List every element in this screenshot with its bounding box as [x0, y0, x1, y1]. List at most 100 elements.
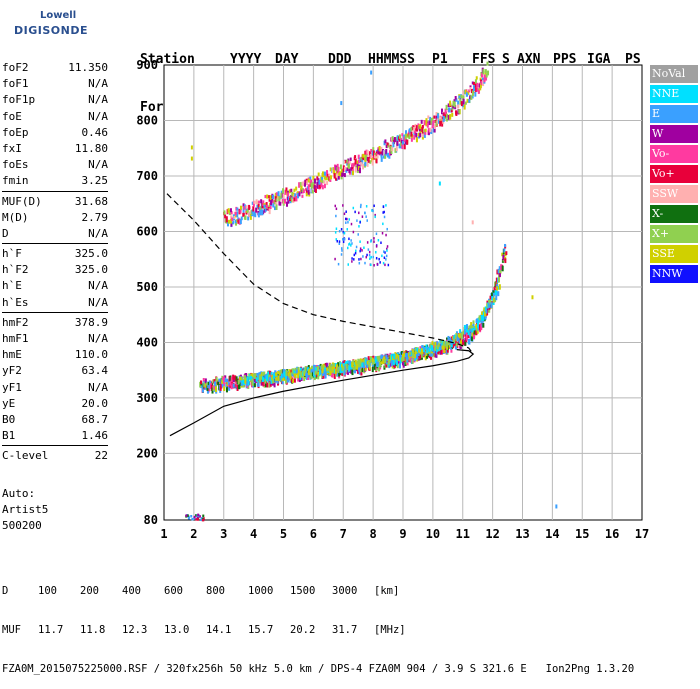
- spread-echo-point: [370, 255, 372, 259]
- echo-point: [223, 211, 226, 216]
- echo-point: [320, 176, 323, 181]
- echo-point: [371, 150, 374, 156]
- echo-point: [314, 187, 317, 193]
- spread-echo-point: [340, 247, 343, 250]
- echo-point: [333, 368, 336, 374]
- echo-point: [327, 173, 330, 178]
- param-value: N/A: [88, 226, 108, 240]
- echo-point: [297, 369, 300, 375]
- echo-point: [390, 149, 393, 155]
- echo-point: [375, 356, 378, 362]
- echo-point: [231, 217, 234, 222]
- echo-point: [291, 369, 294, 373]
- echo-point: [497, 268, 500, 274]
- spread-echo-point: [364, 211, 366, 215]
- echo-point: [399, 357, 402, 363]
- param-row: fmin 3.25: [2, 173, 108, 189]
- echo-point: [493, 287, 496, 291]
- echo-point: [346, 159, 349, 164]
- param-name: C-level: [2, 449, 49, 463]
- spread-echo-point: [342, 230, 345, 234]
- echo-point: [462, 98, 465, 105]
- echo-point: [390, 137, 393, 141]
- y-tick-label: 400: [136, 335, 158, 349]
- spread-echo-point: [338, 242, 341, 246]
- echo-point: [326, 181, 329, 186]
- echo-point: [207, 384, 210, 389]
- echo-point: [457, 100, 460, 106]
- echo-point: [321, 171, 324, 177]
- echo-point: [471, 94, 474, 99]
- echo-point: [345, 160, 348, 164]
- echo-point: [380, 355, 383, 359]
- es-echo-point: [202, 517, 205, 520]
- spread-echo-point: [375, 245, 378, 248]
- echo-point: [224, 214, 227, 219]
- echo-point: [439, 116, 442, 121]
- echo-point: [270, 200, 273, 206]
- echo-point: [339, 164, 342, 170]
- spread-echo-point: [345, 217, 347, 221]
- echo-point: [357, 365, 360, 371]
- es-echo-point: [198, 515, 201, 518]
- echo-point: [268, 374, 271, 378]
- echo-point: [458, 332, 461, 339]
- echo-point: [278, 196, 281, 202]
- echo-point: [457, 104, 460, 108]
- echo-point: [468, 89, 471, 93]
- echo-point: [240, 376, 243, 382]
- echo-point: [256, 204, 259, 209]
- echo-point: [326, 367, 329, 371]
- echo-point: [448, 107, 451, 113]
- y-tick-label: 300: [136, 391, 158, 405]
- muf-value: 14.1: [206, 624, 232, 636]
- spread-echo-point: [385, 254, 388, 258]
- echo-point: [319, 184, 322, 189]
- param-value: 3.25: [81, 174, 109, 188]
- echo-point: [275, 201, 278, 208]
- echo-point: [248, 204, 251, 210]
- ionogram-chart: 1 2 3 4 5 6 7 8 9 10 11 12 13 14 15 16 17802003004005006…: [136, 58, 649, 541]
- param-row: B0 68.7: [2, 412, 108, 428]
- echo-point: [329, 363, 332, 369]
- echo-point: [218, 378, 221, 382]
- echo-point: [398, 362, 401, 369]
- echo-point: [302, 189, 305, 193]
- param-value: N/A: [88, 158, 108, 172]
- muf-label: MUF: [2, 624, 21, 636]
- echo-point: [239, 209, 242, 214]
- echo-point: [364, 366, 367, 371]
- echo-point: [325, 369, 328, 375]
- legend-item-e: E: [650, 105, 698, 123]
- echo-point: [417, 352, 420, 357]
- echo-point: [261, 376, 264, 383]
- echo-point: [336, 173, 339, 179]
- echo-point: [290, 188, 293, 193]
- echo-point: [225, 383, 228, 388]
- echo-point: [341, 364, 344, 368]
- echo-point: [360, 162, 363, 167]
- param-value: 0.46: [81, 125, 109, 139]
- echo-point: [291, 191, 294, 197]
- param-row: D N/A: [2, 226, 108, 242]
- header-label-1: YYYY: [230, 52, 262, 67]
- param-value: 22: [94, 449, 108, 463]
- echo-point: [473, 334, 476, 340]
- echo-point: [343, 360, 346, 366]
- spread-echo-point: [383, 256, 386, 259]
- echo-point: [345, 169, 348, 173]
- echo-point: [390, 360, 393, 367]
- spread-echo-point: [373, 237, 375, 240]
- echo-point: [203, 382, 206, 387]
- echo-point: [498, 284, 501, 290]
- echo-point: [475, 329, 478, 336]
- echo-point: [410, 131, 413, 137]
- echo-point: [325, 362, 328, 368]
- echo-point: [310, 179, 313, 185]
- echo-point: [245, 205, 248, 209]
- echo-point: [341, 172, 344, 177]
- y-tick-label: 800: [136, 113, 158, 127]
- echo-point: [239, 376, 242, 381]
- echo-point: [227, 381, 230, 385]
- echo-point: [399, 137, 402, 142]
